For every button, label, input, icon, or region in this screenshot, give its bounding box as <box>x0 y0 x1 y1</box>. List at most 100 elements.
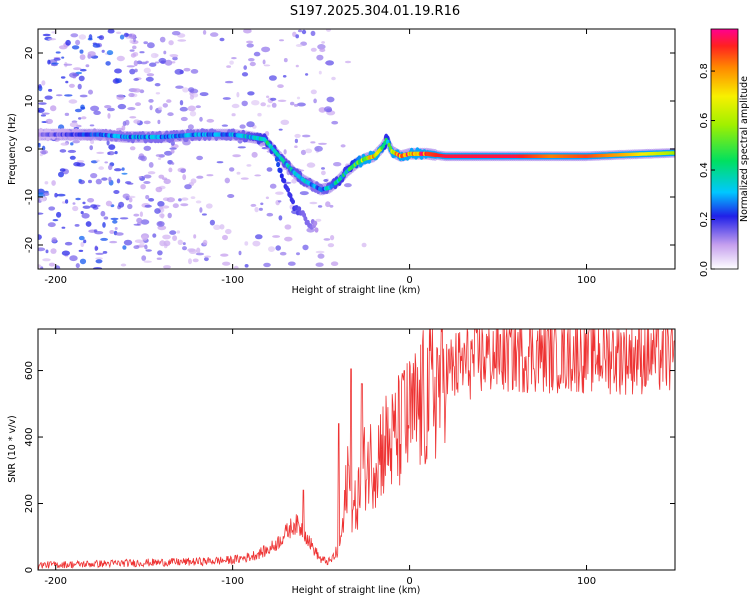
noise-speck <box>127 203 133 210</box>
noise-speck <box>55 51 61 54</box>
branch-trace <box>313 220 318 226</box>
noise-speck <box>114 227 118 230</box>
noise-speck <box>265 196 269 200</box>
colorbar-tick-label: 0.2 <box>699 212 710 228</box>
ridge-core <box>388 146 393 151</box>
y-tick-label: 600 <box>24 361 35 380</box>
spectrogram-ylabel: Frequency (Hz) <box>7 113 18 185</box>
noise-speck <box>236 91 240 98</box>
noise-speck <box>199 207 203 213</box>
noise-speck <box>196 175 204 179</box>
noise-speck <box>149 105 153 111</box>
noise-speck <box>52 219 59 222</box>
noise-speck <box>117 103 127 110</box>
x-tick-label: 0 <box>406 275 412 286</box>
noise-speck <box>136 217 143 224</box>
noise-speck <box>277 84 284 88</box>
noise-speck <box>187 248 196 253</box>
noise-speck <box>319 48 326 53</box>
noise-speck <box>121 167 125 171</box>
noise-speck <box>44 95 53 100</box>
noise-speck <box>51 180 56 186</box>
noise-speck <box>296 102 306 107</box>
noise-speck <box>163 50 167 55</box>
noise-speck <box>177 239 183 245</box>
noise-speck <box>122 245 127 250</box>
y-tick-label: -10 <box>24 189 35 205</box>
noise-speck <box>87 37 93 41</box>
noise-speck <box>182 174 187 181</box>
noise-speck <box>169 147 177 150</box>
noise-speck <box>98 166 104 170</box>
noise-speck <box>233 265 239 269</box>
noise-speck <box>154 53 159 57</box>
noise-speck <box>100 210 106 217</box>
noise-speck <box>119 217 129 220</box>
noise-speck <box>104 161 108 164</box>
noise-speck <box>172 56 178 61</box>
noise-speck <box>101 49 105 53</box>
noise-speck <box>146 73 155 77</box>
noise-speck <box>132 88 141 93</box>
noise-speck <box>257 112 262 117</box>
noise-speck <box>295 44 303 47</box>
noise-speck <box>260 102 267 107</box>
noise-speck <box>61 250 70 256</box>
noise-speck <box>155 92 161 95</box>
noise-speck <box>129 146 136 151</box>
x-tick-label: -200 <box>44 275 67 286</box>
noise-speck <box>102 251 108 254</box>
noise-speck <box>132 45 137 50</box>
noise-speck <box>128 92 135 98</box>
noise-speck <box>195 200 202 204</box>
snr-panel: -200 -100 0 100 0 200 400 600 Height of straigh… <box>7 328 676 596</box>
noise-speck <box>157 221 163 226</box>
noise-speck <box>323 238 331 241</box>
noise-speck <box>163 178 171 185</box>
noise-speck <box>140 219 150 225</box>
noise-speck <box>158 157 162 161</box>
noise-speck <box>179 100 184 106</box>
noise-speck <box>45 118 53 124</box>
noise-speck <box>206 118 215 123</box>
noise-speck <box>122 120 127 127</box>
noise-speck <box>164 59 173 66</box>
noise-speck <box>39 149 49 155</box>
noise-speck <box>109 240 118 244</box>
noise-speck <box>83 239 87 244</box>
noise-speck <box>253 51 261 57</box>
noise-speck <box>310 30 316 36</box>
noise-speck <box>220 253 229 257</box>
noise-speck <box>244 264 249 268</box>
noise-speck <box>103 216 109 220</box>
noise-speck <box>69 72 78 78</box>
noise-speck <box>89 124 95 127</box>
noise-speck <box>38 107 45 113</box>
noise-speck <box>172 203 179 209</box>
noise-speck <box>58 45 68 50</box>
noise-speck <box>283 58 288 63</box>
x-tick-label: -100 <box>221 576 244 587</box>
noise-speck <box>329 204 334 208</box>
noise-speck <box>85 221 92 227</box>
noise-speck <box>205 203 213 209</box>
noise-speck <box>327 243 335 248</box>
noise-speck <box>129 49 135 52</box>
noise-speck <box>87 51 96 57</box>
noise-speck <box>138 176 142 179</box>
noise-speck <box>40 114 47 117</box>
noise-speck <box>317 44 326 50</box>
noise-speck <box>189 95 194 100</box>
noise-speck <box>224 80 234 84</box>
noise-speck <box>158 106 163 111</box>
noise-speck <box>162 177 168 180</box>
noise-speck <box>261 46 271 53</box>
x-tick-label: -200 <box>44 576 67 587</box>
branch-trace <box>278 168 283 174</box>
noise-speck <box>324 61 331 65</box>
noise-speck <box>79 54 86 60</box>
noise-speck <box>271 102 277 108</box>
noise-speck <box>116 178 121 184</box>
noise-speck <box>41 112 50 115</box>
